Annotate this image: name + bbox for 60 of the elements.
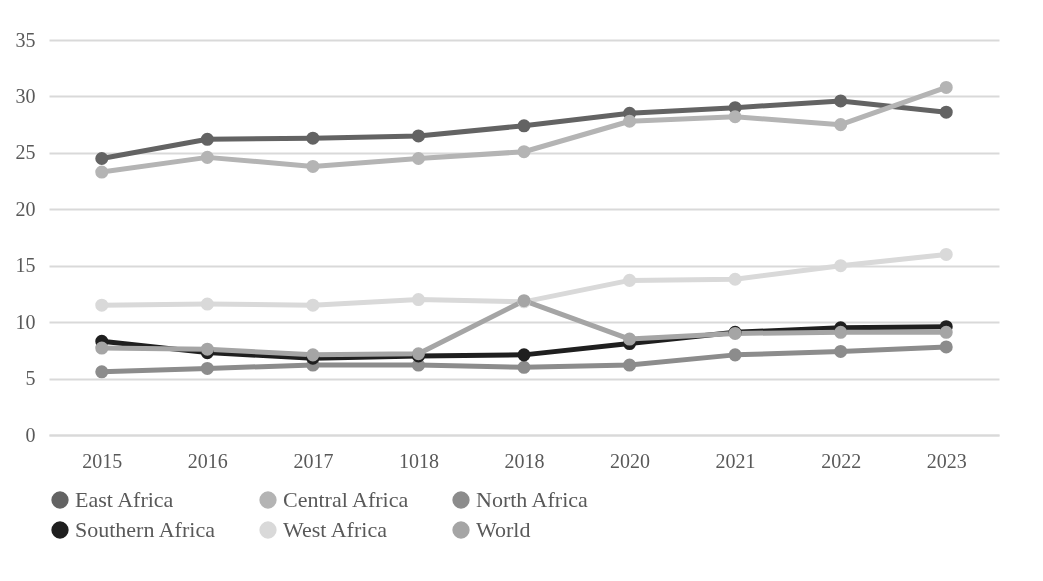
point [728,272,742,286]
legend-label: East Africa [75,487,174,512]
y-tick-label: 15 [15,254,36,277]
point [517,119,531,133]
x-tick-label: 2023 [926,449,967,472]
point [728,348,742,362]
y-tick-label: 5 [25,367,36,390]
point [95,298,109,312]
point [200,361,214,375]
point [834,259,848,273]
legend-label: World [476,517,531,542]
point [939,105,953,119]
point [939,247,953,261]
point [939,325,953,339]
point [834,325,848,339]
y-tick-label: 10 [15,310,36,333]
point [623,332,637,346]
point [95,365,109,379]
point [200,297,214,311]
x-tick-label: 2022 [821,449,862,472]
y-tick-label: 0 [25,423,36,446]
point [623,273,637,287]
point [834,344,848,358]
y-tick-label: 20 [15,197,36,220]
point [939,80,953,94]
legend-label: Central Africa [283,487,409,512]
x-tick-label: 1018 [398,449,439,472]
point [623,358,637,372]
y-tick-label: 30 [15,84,36,107]
x-tick-label: 2021 [715,449,756,472]
point [623,114,637,128]
point [306,159,320,173]
legend-label: West Africa [283,517,388,542]
point [200,150,214,164]
legend-label: North Africa [476,487,589,512]
x-tick-label: 2020 [610,449,651,472]
x-tick-label: 2016 [187,449,228,472]
point [834,94,848,108]
point [728,110,742,124]
point [939,340,953,354]
point [517,348,531,362]
legend-label: Southern Africa [75,517,216,542]
point [95,151,109,166]
point [95,165,109,179]
point [517,360,531,374]
point [517,145,531,159]
y-tick-label: 25 [15,141,36,164]
x-tick-label: 2018 [504,449,545,472]
point [306,298,320,312]
point [95,341,109,355]
y-tick-label: 35 [15,28,36,51]
point [411,129,425,143]
point [306,131,320,145]
point [834,118,848,132]
point [200,132,214,146]
point [200,342,214,356]
x-tick-label: 2015 [82,449,123,472]
point [411,151,425,166]
point [411,293,425,307]
x-tick-label: 2017 [293,449,334,472]
